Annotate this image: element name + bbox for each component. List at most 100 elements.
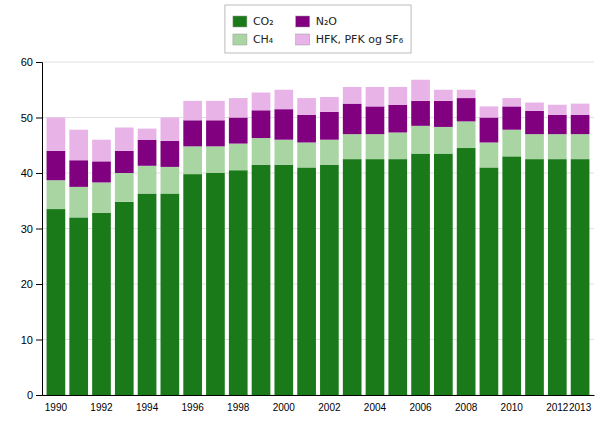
bar-segment	[297, 98, 316, 115]
bar-segment	[229, 98, 248, 117]
x-tick: 2006	[409, 402, 432, 413]
bar-segment	[388, 132, 407, 159]
bar-segment	[274, 165, 293, 395]
y-tick-mark	[36, 340, 42, 341]
bar-segment	[525, 103, 544, 111]
bar-segment	[457, 148, 476, 395]
x-axis: 1990199219941996199820002002200420062008…	[43, 396, 595, 414]
bar-segment	[411, 80, 430, 101]
bar-segment	[252, 165, 271, 395]
bar-segment	[297, 142, 316, 167]
legend-swatch	[233, 16, 247, 27]
bar-segment	[47, 151, 66, 180]
y-tick-label: 10	[21, 334, 33, 346]
bar-segment	[161, 194, 180, 395]
bar-segment	[502, 130, 521, 157]
bar-segment	[115, 202, 134, 395]
y-tick-mark	[36, 62, 42, 63]
bar-segment	[343, 159, 362, 395]
bar-segment	[571, 159, 590, 395]
bar-segment	[252, 138, 271, 165]
x-tick-label: 1990	[45, 402, 68, 413]
x-tick: 2000	[273, 402, 296, 413]
bar-segment	[434, 127, 453, 154]
x-tick: 1992	[90, 402, 113, 413]
x-tick-label: 2013	[569, 402, 592, 413]
x-tick: 2010	[501, 402, 524, 413]
bar-segment	[115, 173, 134, 202]
x-tick: 1990	[45, 402, 68, 413]
bar-segment	[320, 140, 339, 165]
bar-segment	[183, 101, 202, 120]
x-tick-label: 2008	[455, 402, 478, 413]
x-tick: 2008	[455, 402, 478, 413]
bar-segment	[206, 120, 225, 146]
y-tick: 40	[21, 167, 42, 179]
bar-segment	[388, 87, 407, 105]
x-axis-line	[43, 395, 595, 396]
bar-segment	[229, 170, 248, 395]
bar-segment	[343, 104, 362, 135]
bar-segment	[388, 105, 407, 133]
x-tick: 2012	[546, 402, 569, 413]
bar-segment	[297, 167, 316, 395]
legend-item: N₂O	[296, 15, 338, 28]
bar-segment	[480, 142, 499, 167]
bar-segment	[69, 160, 88, 187]
y-tick: 0	[27, 389, 42, 401]
bar-segment	[206, 101, 225, 120]
bar-segment	[502, 156, 521, 395]
bar-segment	[571, 104, 590, 115]
bar-segment	[320, 112, 339, 140]
y-tick-label: 50	[21, 112, 33, 124]
bar-segment	[548, 115, 567, 134]
bar-segment	[252, 93, 271, 111]
legend-label: CH₄	[253, 33, 274, 46]
bar-segment	[229, 144, 248, 171]
bar-segment	[274, 90, 293, 109]
y-tick-mark	[36, 229, 42, 230]
bar-segment	[548, 134, 567, 159]
bar-segment	[115, 127, 134, 150]
bar-segment	[366, 106, 385, 134]
bars	[47, 80, 590, 395]
bar-segment	[92, 182, 111, 213]
x-tick-label: 2006	[409, 402, 432, 413]
chart: 0102030405060199019921994199619982000200…	[0, 0, 610, 425]
bar-segment	[388, 159, 407, 395]
x-tick-label: 1994	[136, 402, 159, 413]
grid-line	[42, 62, 594, 63]
bar-segment	[274, 140, 293, 165]
y-tick: 10	[21, 334, 42, 346]
x-tick-label: 1992	[90, 402, 113, 413]
bar-segment	[297, 115, 316, 143]
legend-swatch	[296, 34, 310, 45]
y-tick: 30	[21, 223, 42, 235]
series	[47, 148, 590, 395]
bar-segment	[411, 154, 430, 395]
bar-segment	[47, 209, 66, 395]
bar-segment	[47, 180, 66, 209]
x-tick-label: 1996	[182, 402, 205, 413]
bar-segment	[480, 118, 499, 143]
bar-segment	[252, 110, 271, 138]
bar-segment	[366, 134, 385, 159]
x-tick: 2013	[569, 402, 592, 413]
bar-segment	[183, 120, 202, 146]
bar-segment	[502, 106, 521, 129]
bar-segment	[343, 134, 362, 159]
bar-segment	[457, 90, 476, 98]
y-tick-mark	[36, 395, 42, 396]
bar-segment	[115, 151, 134, 173]
legend-item: CO₂	[233, 15, 274, 28]
plot: 0102030405060199019921994199619982000200…	[21, 56, 595, 413]
bar-segment	[411, 126, 430, 154]
bar-segment	[502, 98, 521, 106]
bar-segment	[457, 121, 476, 148]
y-tick-mark	[36, 173, 42, 174]
bar-segment	[206, 173, 225, 395]
legend-label: N₂O	[316, 15, 338, 28]
bar-segment	[92, 140, 111, 162]
bar-segment	[138, 140, 157, 166]
y-tick-label: 60	[21, 56, 33, 68]
